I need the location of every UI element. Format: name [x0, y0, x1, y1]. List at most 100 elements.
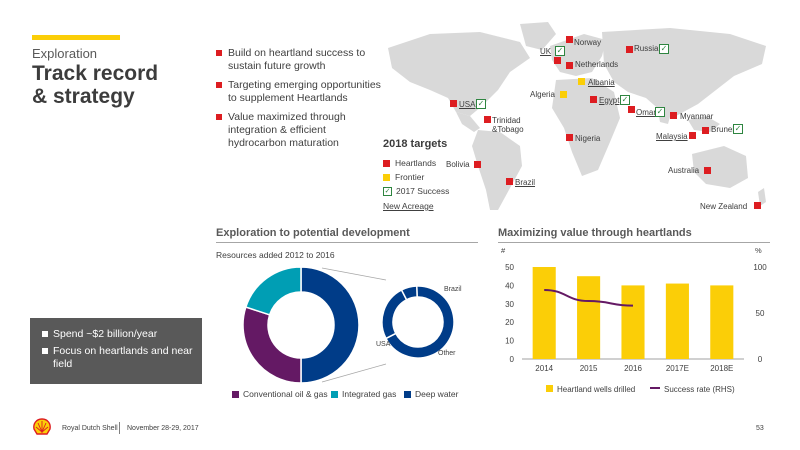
- usa-marker: [450, 100, 457, 107]
- footer-divider: [119, 422, 120, 434]
- donut-slice-other: [400, 285, 418, 301]
- legend-deep-water: Deep water: [404, 389, 458, 399]
- deepwater-label-brazil: Brazil: [444, 286, 462, 293]
- footer-date: November 28-29, 2017: [127, 425, 199, 432]
- bullet-item: Build on heartland success to sustain fu…: [216, 47, 386, 73]
- y-tick-label-right: 100: [753, 263, 767, 272]
- legend-conventional-label: Conventional oil & gas: [243, 389, 328, 399]
- connector-line-top: [321, 267, 387, 281]
- section-label: Exploration: [32, 46, 98, 61]
- heartland-wells-chart: 0 10 20 30 40 50 0 50 100 2014 2015 2016 2017E 2018…: [501, 246, 767, 394]
- australia-marker: [704, 167, 711, 174]
- algeria-marker: [560, 91, 567, 98]
- conventional-swatch: [232, 391, 239, 399]
- bar-2014: [532, 267, 556, 359]
- page-title: Track record & strategy: [32, 62, 192, 108]
- legend-deep-water-label: Deep water: [415, 389, 459, 399]
- egypt-success-check: ✓: [620, 95, 630, 105]
- bar-2017e: [665, 283, 689, 359]
- egypt-marker: [590, 96, 597, 103]
- y-tick-label-right: 50: [756, 309, 765, 318]
- y-tick-label-right: 0: [758, 355, 763, 364]
- brazil-marker: [506, 178, 513, 185]
- russia-label: Russia: [634, 44, 659, 53]
- oman-label: Oman: [636, 108, 658, 117]
- bars: [522, 267, 744, 360]
- targets-title: 2018 targets: [383, 138, 448, 150]
- brazil-label: Brazil: [515, 178, 536, 187]
- right-axis: 0 50 100: [753, 263, 767, 364]
- bar-2015: [577, 276, 601, 359]
- legend-heartlands: Heartlands: [383, 158, 436, 168]
- new-acreage-label: New Acreage: [383, 201, 434, 211]
- x-tick-label: 2015: [580, 364, 598, 373]
- summary-box: Spend ~$2 billion/year Focus on heartlan…: [30, 318, 202, 384]
- bar-2016: [621, 285, 645, 359]
- donut-center-line-1: ~4 billion: [283, 313, 319, 323]
- legend-integrated-gas-label: Integrated gas: [342, 389, 397, 399]
- oman-success-check: ✓: [655, 107, 665, 117]
- trinidad-marker: [484, 116, 491, 123]
- nigeria-marker: [566, 134, 573, 141]
- summary-item: Spend ~$2 billion/year: [42, 328, 194, 341]
- albania-marker: [578, 78, 585, 85]
- x-tick-label: 2016: [624, 364, 642, 373]
- connector-line-bottom: [321, 363, 387, 383]
- deepwater-label-usa: USA: [376, 341, 391, 348]
- netherlands-label: Netherlands: [575, 60, 619, 69]
- x-tick-labels: 2014 2015 2016 2017E 2018E: [535, 364, 733, 373]
- world-map: Norway UK ✓ Netherlands Russia ✓ Albania…: [370, 20, 780, 220]
- oman-marker: [628, 106, 635, 113]
- usa-success-check: ✓: [476, 99, 486, 109]
- uk-success-check: ✓: [555, 46, 565, 56]
- heartlands-swatch: [383, 160, 390, 168]
- x-tick-label: 2018E: [710, 364, 733, 373]
- legend-bar-swatch: [546, 385, 553, 392]
- success-rate-line: [544, 289, 634, 307]
- frontier-swatch: [383, 174, 390, 182]
- nigeria-label: Nigeria: [575, 134, 601, 143]
- integrated-gas-swatch: [331, 391, 338, 399]
- legend-frontier-label: Frontier: [395, 172, 425, 182]
- trinidad-label: Trinidad &Tobago: [492, 116, 524, 134]
- page-number: 53: [756, 425, 764, 432]
- summary-item: Focus on heartlands and near field: [42, 345, 194, 371]
- exploration-section-title: Exploration to potential development: [216, 227, 478, 243]
- myanmar-marker: [670, 112, 677, 119]
- legend-success-label: 2017 Success: [396, 186, 450, 196]
- main-donut: [242, 266, 360, 384]
- deepwater-label-other: Other: [438, 350, 456, 357]
- success-check-icon: ✓: [383, 187, 392, 197]
- donut-slice-deep-water: [300, 266, 360, 384]
- bolivia-marker: [474, 161, 481, 168]
- legend-heartlands-label: Heartlands: [395, 158, 437, 168]
- donut-center-line-2: boe: [293, 325, 308, 335]
- uk-marker: [554, 57, 561, 64]
- malaysia-label: Malaysia: [656, 132, 688, 141]
- y-tick-label: 50: [505, 263, 514, 272]
- new-zealand-marker: [754, 202, 761, 209]
- albania-label: Albania: [588, 78, 615, 87]
- resources-subtitle: Resources added 2012 to 2016: [216, 250, 335, 260]
- usa-label: USA: [459, 100, 476, 109]
- egypt-label: Egypt: [599, 96, 620, 105]
- myanmar-label: Myanmar: [680, 112, 714, 121]
- brunei-label: Brunei: [711, 125, 735, 134]
- deep-water-swatch: [404, 391, 411, 399]
- shell-logo-icon: [33, 418, 51, 435]
- accent-bar: [32, 35, 120, 40]
- y-axis-label-right: %: [755, 246, 762, 255]
- footer-company: Royal Dutch Shell: [62, 425, 118, 432]
- y-tick-label: 10: [505, 337, 514, 346]
- brunei-marker: [702, 127, 709, 134]
- bullet-item: Value maximized through integration & ef…: [216, 111, 386, 150]
- deepwater-donut: [381, 285, 455, 359]
- y-tick-label: 30: [505, 300, 514, 309]
- new-zealand-label: New Zealand: [700, 202, 748, 211]
- algeria-label: Algeria: [530, 90, 555, 99]
- left-axis: 0 10 20 30 40 50: [505, 263, 514, 364]
- y-tick-label: 40: [505, 281, 514, 290]
- resources-donut-charts: ~4 billion boe Brazil USA Other: [242, 266, 462, 384]
- x-tick-label: 2017E: [666, 364, 689, 373]
- bullet-item: Targeting emerging opportunities to supp…: [216, 79, 386, 105]
